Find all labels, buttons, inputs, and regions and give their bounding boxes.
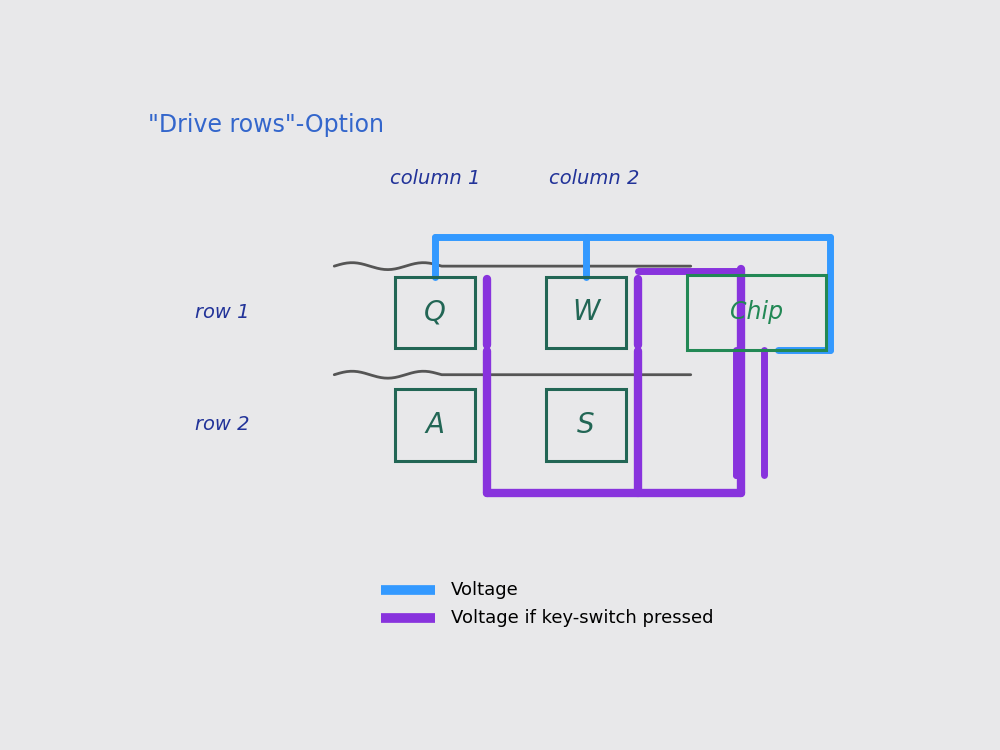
Text: Voltage if key-switch pressed: Voltage if key-switch pressed bbox=[451, 610, 713, 628]
Text: Chip: Chip bbox=[730, 300, 783, 324]
Text: row 1: row 1 bbox=[195, 303, 249, 322]
Text: column 1: column 1 bbox=[390, 170, 480, 188]
Text: column 2: column 2 bbox=[549, 170, 639, 188]
Bar bbox=[395, 277, 475, 348]
Text: W: W bbox=[572, 298, 600, 326]
Bar bbox=[687, 274, 826, 350]
Text: Voltage: Voltage bbox=[451, 580, 518, 598]
Bar bbox=[395, 389, 475, 460]
Bar bbox=[546, 277, 626, 348]
Text: row 2: row 2 bbox=[195, 416, 249, 434]
Bar bbox=[546, 389, 626, 460]
Text: Q: Q bbox=[424, 298, 446, 326]
Text: S: S bbox=[577, 411, 595, 439]
Text: A: A bbox=[426, 411, 444, 439]
Text: "Drive rows"-Option: "Drive rows"-Option bbox=[148, 113, 384, 137]
